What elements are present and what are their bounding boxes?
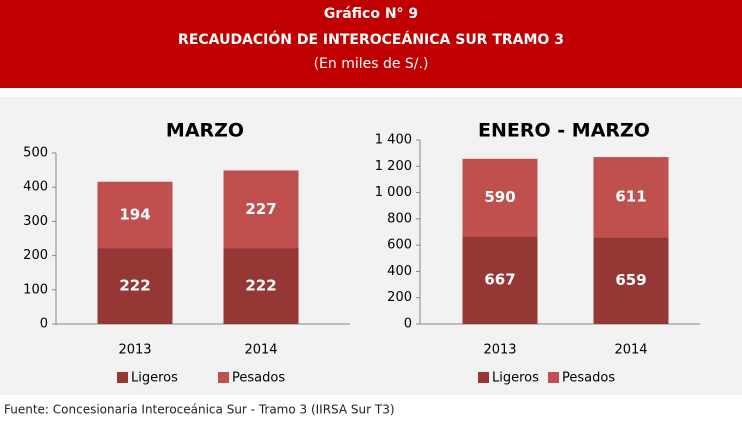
data-label: 611 xyxy=(615,188,646,206)
y-tick-label: 300 xyxy=(23,214,48,229)
data-label: 667 xyxy=(484,271,515,289)
legend-swatch xyxy=(218,372,229,383)
legend-swatch xyxy=(548,372,559,383)
header-title: Gráfico N° 9 xyxy=(324,6,418,22)
legend-label: Pesados xyxy=(232,371,285,386)
legend-label: Pesados xyxy=(562,371,615,386)
bar-segment xyxy=(593,237,669,324)
data-label: 194 xyxy=(119,205,150,223)
chart-title: MARZO xyxy=(166,120,244,142)
bar-segment xyxy=(462,158,538,237)
y-tick-label: 1 000 xyxy=(375,185,412,200)
legend-swatch xyxy=(117,372,128,383)
y-tick-label: 800 xyxy=(387,211,412,226)
source: Fuente: Concesionaria Interoceánica Sur … xyxy=(4,403,395,417)
y-tick-label: 500 xyxy=(23,146,48,161)
y-tick-label: 0 xyxy=(40,317,48,332)
bar-segment xyxy=(593,157,669,238)
header-subtitle: RECAUDACIÓN DE INTEROCEÁNICA SUR TRAMO 3 xyxy=(178,30,564,48)
legend-swatch xyxy=(478,372,489,383)
bar-segment xyxy=(462,236,538,324)
x-tick-label: 2013 xyxy=(483,343,516,358)
y-tick-label: 400 xyxy=(387,264,412,279)
y-tick-label: 600 xyxy=(387,238,412,253)
y-tick-label: 200 xyxy=(23,248,48,263)
y-tick-label: 400 xyxy=(23,180,48,195)
x-tick-label: 2014 xyxy=(244,343,277,358)
bar-segment xyxy=(97,248,173,324)
legend-label: Ligeros xyxy=(131,371,178,386)
x-tick-label: 2013 xyxy=(118,343,151,358)
x-tick-label: 2014 xyxy=(614,343,647,358)
bar-segment xyxy=(223,170,299,249)
chart-title: ENERO - MARZO xyxy=(478,120,650,142)
data-label: 222 xyxy=(119,277,150,295)
data-label: 590 xyxy=(484,188,515,206)
y-tick-label: 1 400 xyxy=(375,133,412,148)
data-label: 659 xyxy=(615,271,646,289)
bar-segment xyxy=(97,181,173,249)
bar-segment xyxy=(223,248,299,324)
data-label: 227 xyxy=(245,200,276,218)
y-tick-label: 100 xyxy=(23,282,48,297)
legend-label: Ligeros xyxy=(492,371,539,386)
header-unit: (En miles de S/.) xyxy=(314,56,429,72)
y-tick-label: 1 200 xyxy=(375,159,412,174)
header-band xyxy=(0,0,742,88)
y-tick-label: 200 xyxy=(387,290,412,305)
data-label: 222 xyxy=(245,277,276,295)
y-tick-label: 0 xyxy=(404,317,412,332)
